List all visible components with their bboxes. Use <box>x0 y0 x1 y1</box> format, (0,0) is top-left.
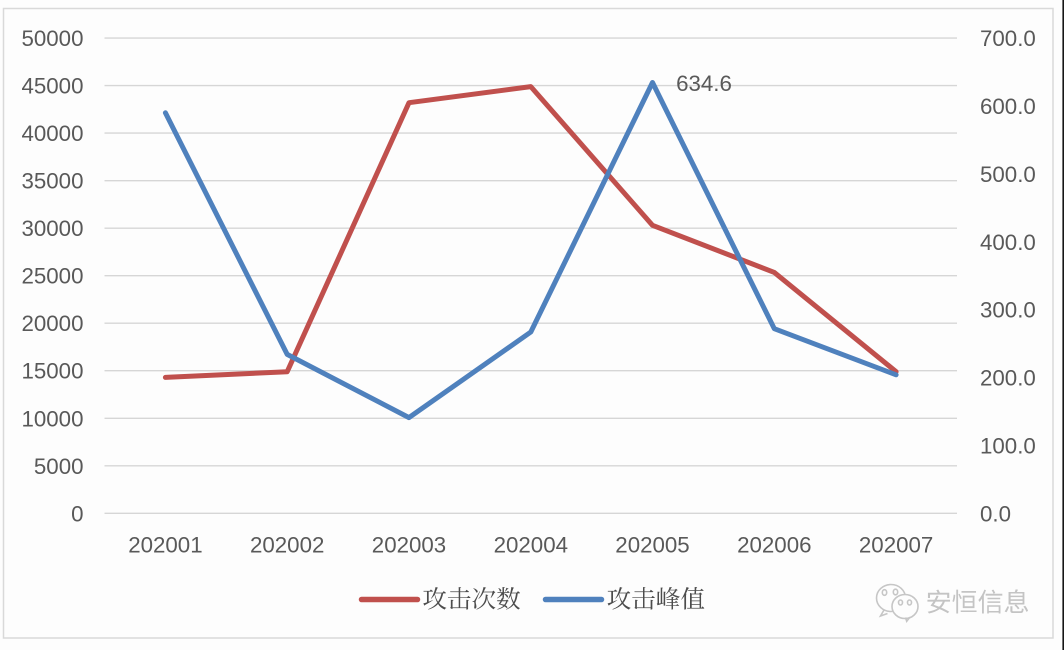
svg-text:10000: 10000 <box>21 406 83 431</box>
svg-text:40000: 40000 <box>21 121 83 146</box>
svg-text:202006: 202006 <box>737 533 811 558</box>
svg-text:300.0: 300.0 <box>980 298 1036 323</box>
svg-text:202003: 202003 <box>372 533 446 558</box>
svg-text:35000: 35000 <box>21 169 83 194</box>
svg-text:50000: 50000 <box>21 26 83 51</box>
svg-text:20000: 20000 <box>21 311 83 336</box>
svg-text:400.0: 400.0 <box>980 230 1036 255</box>
svg-text:600.0: 600.0 <box>980 94 1036 119</box>
svg-text:700.0: 700.0 <box>980 26 1036 51</box>
svg-text:500.0: 500.0 <box>980 162 1036 187</box>
svg-text:202007: 202007 <box>859 533 933 558</box>
svg-text:202002: 202002 <box>250 533 324 558</box>
svg-text:15000: 15000 <box>21 359 83 384</box>
svg-text:45000: 45000 <box>21 74 83 99</box>
svg-text:30000: 30000 <box>21 216 83 241</box>
svg-text:25000: 25000 <box>21 264 83 289</box>
svg-text:202004: 202004 <box>494 533 568 558</box>
svg-text:0: 0 <box>71 501 83 526</box>
svg-text:634.6: 634.6 <box>676 71 732 96</box>
svg-text:100.0: 100.0 <box>980 433 1036 458</box>
svg-text:200.0: 200.0 <box>980 366 1036 391</box>
svg-text:0.0: 0.0 <box>980 501 1011 526</box>
svg-text:5000: 5000 <box>34 454 84 479</box>
svg-text:202005: 202005 <box>615 533 689 558</box>
svg-text:202001: 202001 <box>128 533 202 558</box>
